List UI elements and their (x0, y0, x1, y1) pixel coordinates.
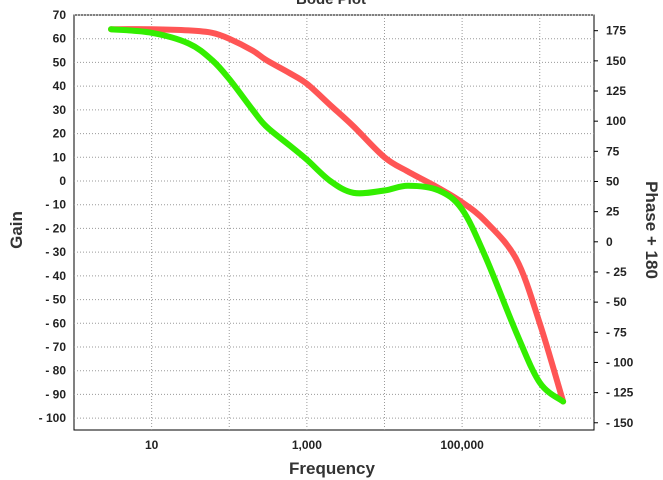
chart-title: Bode Plot (296, 0, 366, 8)
x-tick-label: 1,000 (292, 438, 322, 452)
y2-axis-title: Phase + 180 (642, 181, 661, 279)
x-tick-label: 100,000 (440, 438, 484, 452)
y-tick-label: 50 (53, 55, 67, 69)
y-tick-label: 40 (53, 79, 67, 93)
x-tick-label: 10 (145, 438, 159, 452)
y-axis-left-ticks: 70 60 50 40 30 20 10 0 - 10 - 20 - 30 - 40 - 50 - 60 -… (39, 8, 67, 425)
y-tick-label: - 60 (45, 316, 66, 330)
y-tick-label: 60 (53, 32, 67, 46)
series-line-1 (108, 26, 567, 405)
y-tick-label: - 10 (45, 198, 66, 212)
x-axis-title: Frequency (289, 459, 376, 478)
plot-area (73, 14, 595, 431)
y-tick-label: 30 (53, 103, 67, 117)
y-tick-label: - 30 (45, 245, 66, 259)
y2-tick-label: - 150 (606, 416, 634, 430)
y-tick-label: 0 (59, 174, 66, 188)
x-axis-ticks: 10 1,000 100,000 (145, 438, 484, 452)
y-tick-label: - 70 (45, 340, 66, 354)
y2-tick-label: - 100 (606, 355, 634, 369)
y2-tick-label: 175 (606, 24, 626, 38)
y-tick-label: 70 (53, 8, 67, 22)
series-line-2 (108, 26, 567, 405)
y-tick-label: 10 (53, 150, 67, 164)
y2-tick-label: - 125 (606, 386, 634, 400)
y2-tick-label: 25 (606, 205, 620, 219)
y2-tick-label: - 75 (606, 325, 627, 339)
y2-tick-label: 75 (606, 144, 620, 158)
y2-tick-label: 150 (606, 54, 626, 68)
y-axis-right-ticks: 175 150 125 100 75 50 25 0 - 25 - 50 - 75 - 100 - 12… (594, 24, 634, 430)
y-tick-label: - 90 (45, 387, 66, 401)
y2-tick-label: 125 (606, 84, 626, 98)
y2-tick-label: - 50 (606, 295, 627, 309)
y-tick-label: 20 (53, 127, 67, 141)
y-axis-title: Gain (7, 211, 26, 249)
y-tick-label: - 80 (45, 364, 66, 378)
y-tick-label: - 20 (45, 221, 66, 235)
y2-tick-label: 0 (606, 235, 613, 249)
y2-tick-label: - 25 (606, 265, 627, 279)
y2-tick-label: 50 (606, 174, 620, 188)
y2-tick-label: 100 (606, 114, 626, 128)
y-tick-label: - 100 (39, 411, 67, 425)
y-tick-label: - 40 (45, 269, 66, 283)
y-tick-label: - 50 (45, 293, 66, 307)
series-group (108, 26, 567, 405)
